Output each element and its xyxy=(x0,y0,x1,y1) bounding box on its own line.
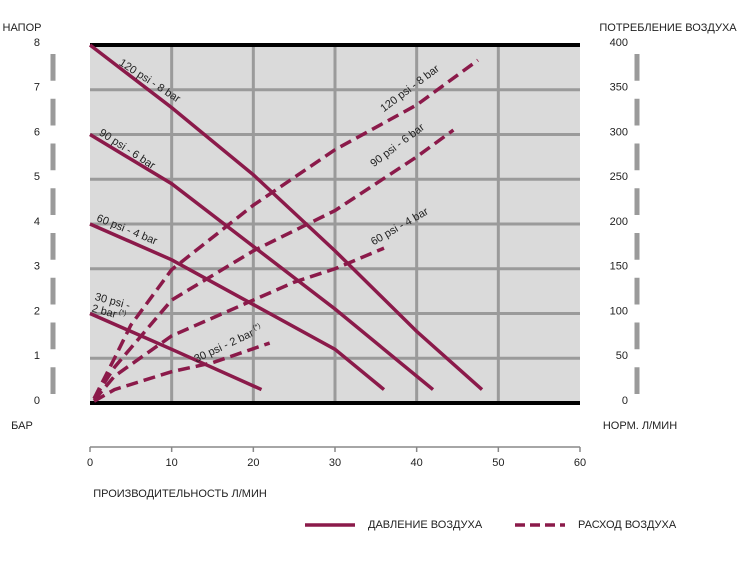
legend-label: ДАВЛЕНИЕ ВОЗДУХА xyxy=(368,519,483,531)
y2-tick-label: 150 xyxy=(610,261,628,273)
x-axis-title: ПРОИЗВОДИТЕЛЬНОСТЬ Л/МИН xyxy=(93,488,267,500)
y2-tick-label: 250 xyxy=(610,171,628,183)
y-tick-label: 6 xyxy=(34,126,40,138)
y-axis-title: НАПОР xyxy=(3,22,42,34)
air-flow-line xyxy=(92,128,455,400)
x-tick-label: 60 xyxy=(574,457,586,469)
y-axis-unit: БАР xyxy=(11,420,33,432)
y-tick-label: 8 xyxy=(34,37,40,49)
y2-axis-title: ПОТРЕБЛЕНИЕ ВОЗДУХА xyxy=(599,22,737,34)
pressure-line xyxy=(89,133,435,391)
x-tick-label: 0 xyxy=(87,457,93,469)
curve-label-note: (*) xyxy=(252,322,262,331)
y2-tick-label: 350 xyxy=(610,82,628,94)
y2-tick-label: 100 xyxy=(610,305,628,317)
x-tick-label: 50 xyxy=(492,457,504,469)
y2-tick-label: 0 xyxy=(622,395,628,407)
pressure-line xyxy=(88,43,484,391)
y-tick-label: 7 xyxy=(34,82,40,94)
x-tick-label: 20 xyxy=(247,457,259,469)
y2-axis-unit: НОРМ. Л/МИН xyxy=(603,420,677,432)
air-flow-line xyxy=(92,58,479,400)
legend-label: РАСХОД ВОЗДУХА xyxy=(578,519,677,531)
x-tick-label: 40 xyxy=(411,457,423,469)
y-tick-label: 1 xyxy=(34,350,40,362)
y-tick-label: 0 xyxy=(34,395,40,407)
curve-label-note: (*) xyxy=(118,309,127,318)
pressure-line xyxy=(89,222,386,391)
y2-tick-label: 300 xyxy=(610,126,628,138)
y-tick-label: 2 xyxy=(34,305,40,317)
air-flow-line xyxy=(93,341,271,403)
x-tick-label: 30 xyxy=(329,457,341,469)
y-tick-label: 3 xyxy=(34,261,40,273)
y-tick-label: 4 xyxy=(34,216,40,228)
y2-tick-label: 50 xyxy=(616,350,628,362)
y2-tick-label: 400 xyxy=(610,37,628,49)
y2-tick-label: 200 xyxy=(610,216,628,228)
y-tick-label: 5 xyxy=(34,171,40,183)
air-flow-line xyxy=(92,246,385,402)
x-tick-label: 10 xyxy=(166,457,178,469)
pressure-line xyxy=(89,311,263,392)
